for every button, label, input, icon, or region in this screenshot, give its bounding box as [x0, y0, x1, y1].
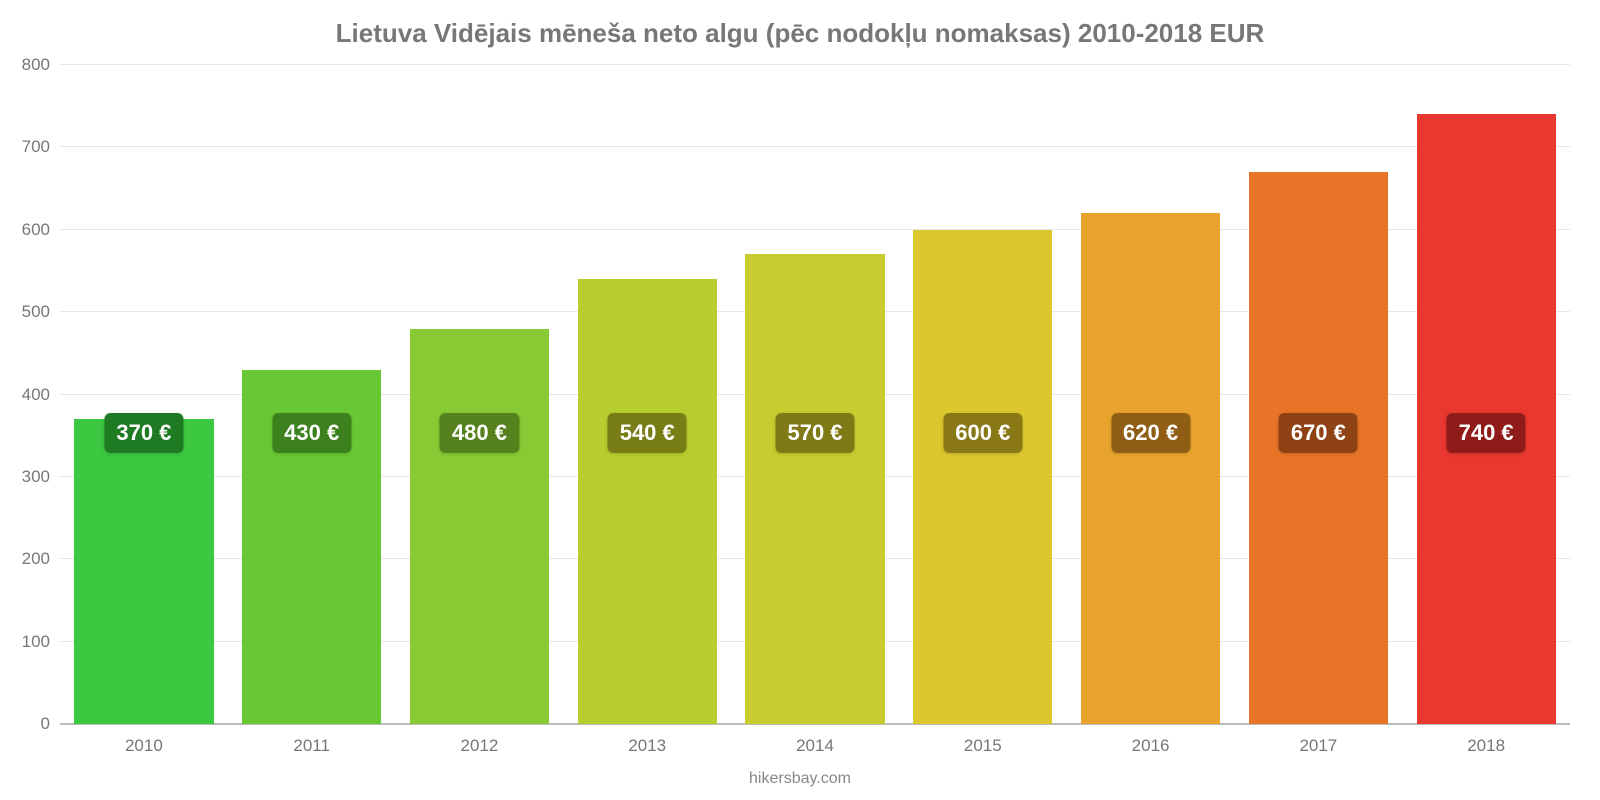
- bar: 480 €: [410, 329, 549, 724]
- y-tick-label: 500: [5, 302, 50, 322]
- bar-value-label: 600 €: [943, 413, 1022, 453]
- bar: 620 €: [1081, 213, 1220, 724]
- bar: 740 €: [1417, 114, 1556, 724]
- bar-value-label: 370 €: [104, 413, 183, 453]
- chart-footer: hikersbay.com: [0, 770, 1600, 788]
- bar-slot: 540 €2013: [563, 65, 731, 724]
- bar-slot: 480 €2012: [396, 65, 564, 724]
- x-tick-label: 2012: [461, 736, 499, 756]
- x-tick-label: 2016: [1132, 736, 1170, 756]
- x-tick-label: 2014: [796, 736, 834, 756]
- bar-slot: 740 €2018: [1402, 65, 1570, 724]
- bar-value-label: 540 €: [608, 413, 687, 453]
- plot-area: 0100200300400500600700800 370 €2010430 €…: [60, 65, 1570, 725]
- y-tick-label: 400: [5, 385, 50, 405]
- bar: 600 €: [913, 230, 1052, 724]
- x-tick-label: 2018: [1467, 736, 1505, 756]
- y-tick-label: 0: [5, 714, 50, 734]
- y-tick-label: 700: [5, 137, 50, 157]
- bar-value-label: 620 €: [1111, 413, 1190, 453]
- x-tick-label: 2010: [125, 736, 163, 756]
- bar-slot: 570 €2014: [731, 65, 899, 724]
- bar-value-label: 670 €: [1279, 413, 1358, 453]
- bar-slot: 600 €2015: [899, 65, 1067, 724]
- y-tick-label: 300: [5, 467, 50, 487]
- y-tick-label: 100: [5, 632, 50, 652]
- x-tick-label: 2013: [628, 736, 666, 756]
- bar: 540 €: [578, 279, 717, 724]
- bar-value-label: 480 €: [440, 413, 519, 453]
- bar-value-label: 570 €: [775, 413, 854, 453]
- bar: 370 €: [74, 419, 213, 724]
- x-tick-label: 2011: [293, 736, 330, 756]
- bar: 570 €: [745, 254, 884, 724]
- y-tick-label: 200: [5, 549, 50, 569]
- bar-slot: 370 €2010: [60, 65, 228, 724]
- bar: 670 €: [1249, 172, 1388, 724]
- y-tick-label: 800: [5, 55, 50, 75]
- bar-slot: 620 €2016: [1067, 65, 1235, 724]
- bar: 430 €: [242, 370, 381, 724]
- bars-container: 370 €2010430 €2011480 €2012540 €2013570 …: [60, 65, 1570, 724]
- y-tick-label: 600: [5, 220, 50, 240]
- bar-slot: 670 €2017: [1234, 65, 1402, 724]
- bar-slot: 430 €2011: [228, 65, 396, 724]
- bar-value-label: 430 €: [272, 413, 351, 453]
- x-tick-label: 2017: [1299, 736, 1337, 756]
- x-tick-label: 2015: [964, 736, 1002, 756]
- bar-value-label: 740 €: [1447, 413, 1526, 453]
- chart-title: Lietuva Vidējais mēneša neto algu (pēc n…: [0, 18, 1600, 49]
